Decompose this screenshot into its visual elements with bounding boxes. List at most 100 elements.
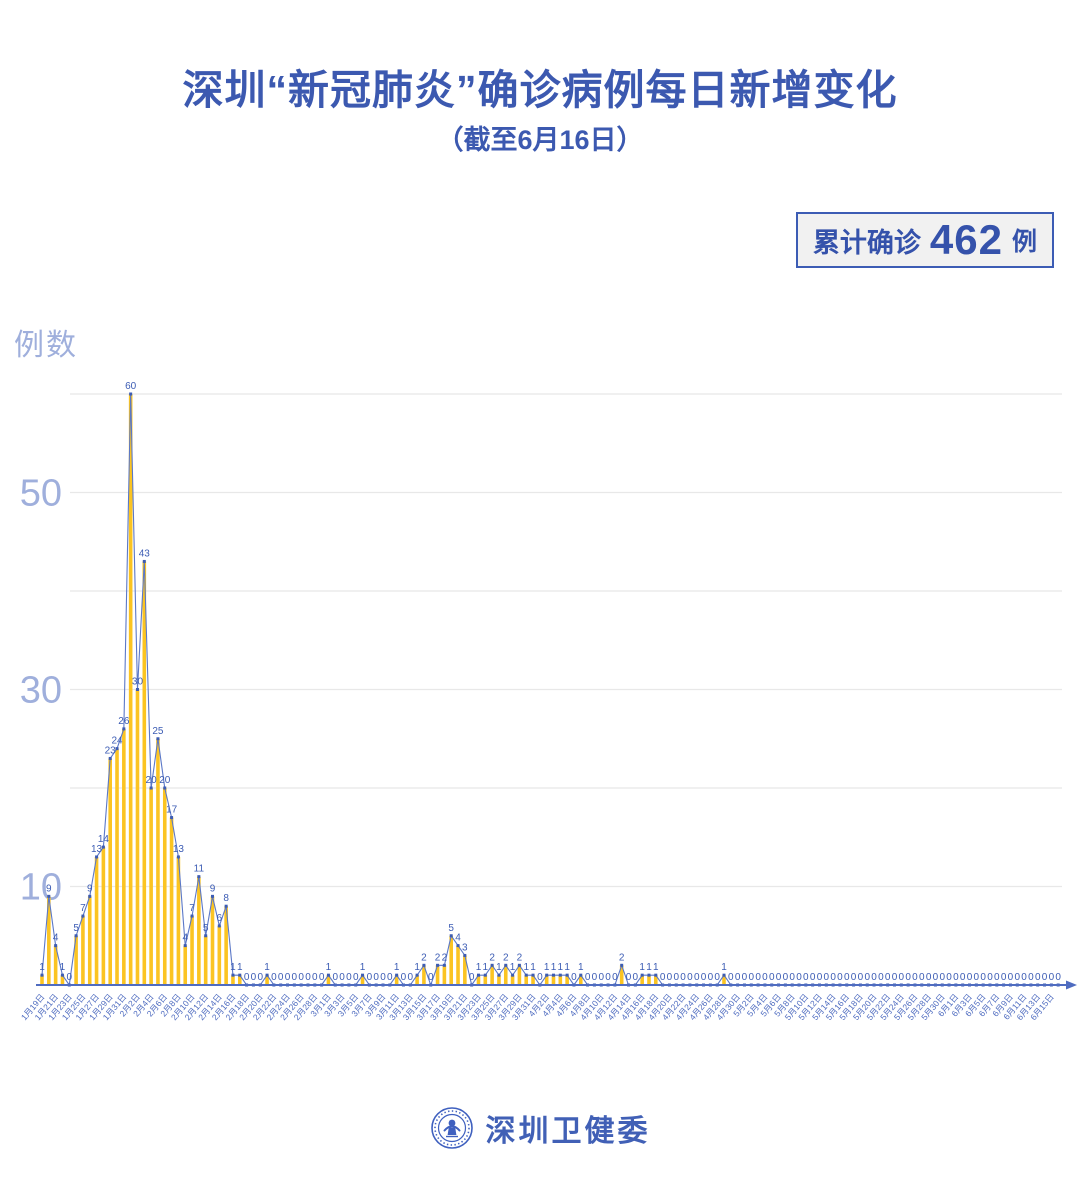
bar xyxy=(422,965,426,985)
bar xyxy=(183,945,188,985)
data-point xyxy=(142,559,146,563)
value-label: 9 xyxy=(210,883,216,894)
data-point xyxy=(81,914,85,918)
data-point xyxy=(40,973,44,977)
value-label: 0 xyxy=(933,972,939,983)
data-point xyxy=(265,973,269,977)
bar xyxy=(169,817,174,985)
y-tick-label: 50 xyxy=(20,473,62,515)
value-label: 13 xyxy=(91,844,103,855)
value-label: 2 xyxy=(421,952,427,963)
data-point xyxy=(654,973,658,977)
data-point xyxy=(60,973,64,977)
value-label: 23 xyxy=(105,745,117,756)
value-label: 0 xyxy=(1008,972,1014,983)
data-point xyxy=(579,973,583,977)
data-point xyxy=(156,737,160,741)
value-label: 1 xyxy=(60,962,66,973)
footer: 深圳卫健委 xyxy=(0,1106,1080,1150)
value-label: 17 xyxy=(166,805,178,816)
bar xyxy=(115,748,119,985)
value-label: 0 xyxy=(796,972,802,983)
value-label: 1 xyxy=(639,962,645,973)
value-label: 0 xyxy=(373,972,379,983)
bar xyxy=(40,975,44,985)
data-point xyxy=(101,845,105,849)
data-point xyxy=(647,973,651,977)
data-point xyxy=(361,973,365,977)
value-label: 0 xyxy=(919,972,925,983)
value-label: 2 xyxy=(489,952,495,963)
data-point xyxy=(483,973,487,977)
value-label: 0 xyxy=(257,972,263,983)
value-label: 2 xyxy=(619,952,625,963)
data-point xyxy=(415,973,419,977)
value-label: 0 xyxy=(332,972,338,983)
chart-subtitle: （截至6月16日） xyxy=(436,125,644,155)
value-label: 0 xyxy=(1014,972,1020,983)
bar xyxy=(483,975,488,985)
value-label: 1 xyxy=(653,962,659,973)
value-label: 4 xyxy=(182,933,188,944)
data-point xyxy=(620,963,624,967)
data-point xyxy=(238,973,242,977)
data-point xyxy=(217,924,221,928)
value-label: 8 xyxy=(223,893,229,904)
value-label: 0 xyxy=(1049,972,1055,983)
bar xyxy=(149,788,153,985)
data-point xyxy=(442,963,446,967)
value-label: 0 xyxy=(939,972,945,983)
bar xyxy=(490,965,494,985)
data-point xyxy=(490,963,494,967)
bar xyxy=(654,975,658,985)
value-label: 0 xyxy=(66,972,72,983)
bar xyxy=(47,896,51,985)
value-label: 0 xyxy=(714,972,720,983)
data-point xyxy=(545,973,549,977)
bar xyxy=(476,975,481,985)
data-point xyxy=(211,894,214,898)
value-label: 0 xyxy=(708,972,714,983)
value-label: 0 xyxy=(858,972,864,983)
value-label: 0 xyxy=(305,972,311,983)
data-point xyxy=(456,944,460,948)
bar xyxy=(142,561,147,985)
value-label: 24 xyxy=(111,736,123,747)
value-label: 0 xyxy=(319,972,325,983)
value-label: 5 xyxy=(448,923,454,934)
data-point xyxy=(722,973,726,977)
value-label: 0 xyxy=(851,972,857,983)
bar xyxy=(647,975,651,985)
value-label: 0 xyxy=(899,972,905,983)
value-label: 1 xyxy=(564,962,570,973)
value-label: 0 xyxy=(687,972,693,983)
data-point xyxy=(190,914,194,918)
value-label: 0 xyxy=(844,972,850,983)
data-point xyxy=(54,944,58,948)
bar xyxy=(210,896,215,985)
value-label: 30 xyxy=(132,677,144,688)
bar xyxy=(94,856,99,985)
value-label: 1 xyxy=(237,962,243,973)
bar xyxy=(503,965,508,985)
bar xyxy=(565,975,569,985)
value-label: 1 xyxy=(551,962,557,973)
data-point xyxy=(504,963,508,967)
bar xyxy=(463,955,467,985)
bar xyxy=(578,975,583,985)
value-label: 0 xyxy=(537,972,543,983)
bar xyxy=(326,975,331,985)
value-label: 0 xyxy=(285,972,291,983)
value-label: 0 xyxy=(1035,972,1041,983)
value-label: 0 xyxy=(742,972,748,983)
value-label: 0 xyxy=(926,972,932,983)
value-label: 1 xyxy=(510,962,516,973)
value-label: 0 xyxy=(980,972,986,983)
value-label: 0 xyxy=(694,972,700,983)
chart-title: 深圳“新冠肺炎”确诊病例每日新增变化 xyxy=(182,67,898,113)
value-label: 0 xyxy=(885,972,891,983)
value-label: 0 xyxy=(762,972,768,983)
footer-org-name: 深圳卫健委 xyxy=(485,1115,651,1148)
value-label: 0 xyxy=(1021,972,1027,983)
value-label: 0 xyxy=(339,972,345,983)
